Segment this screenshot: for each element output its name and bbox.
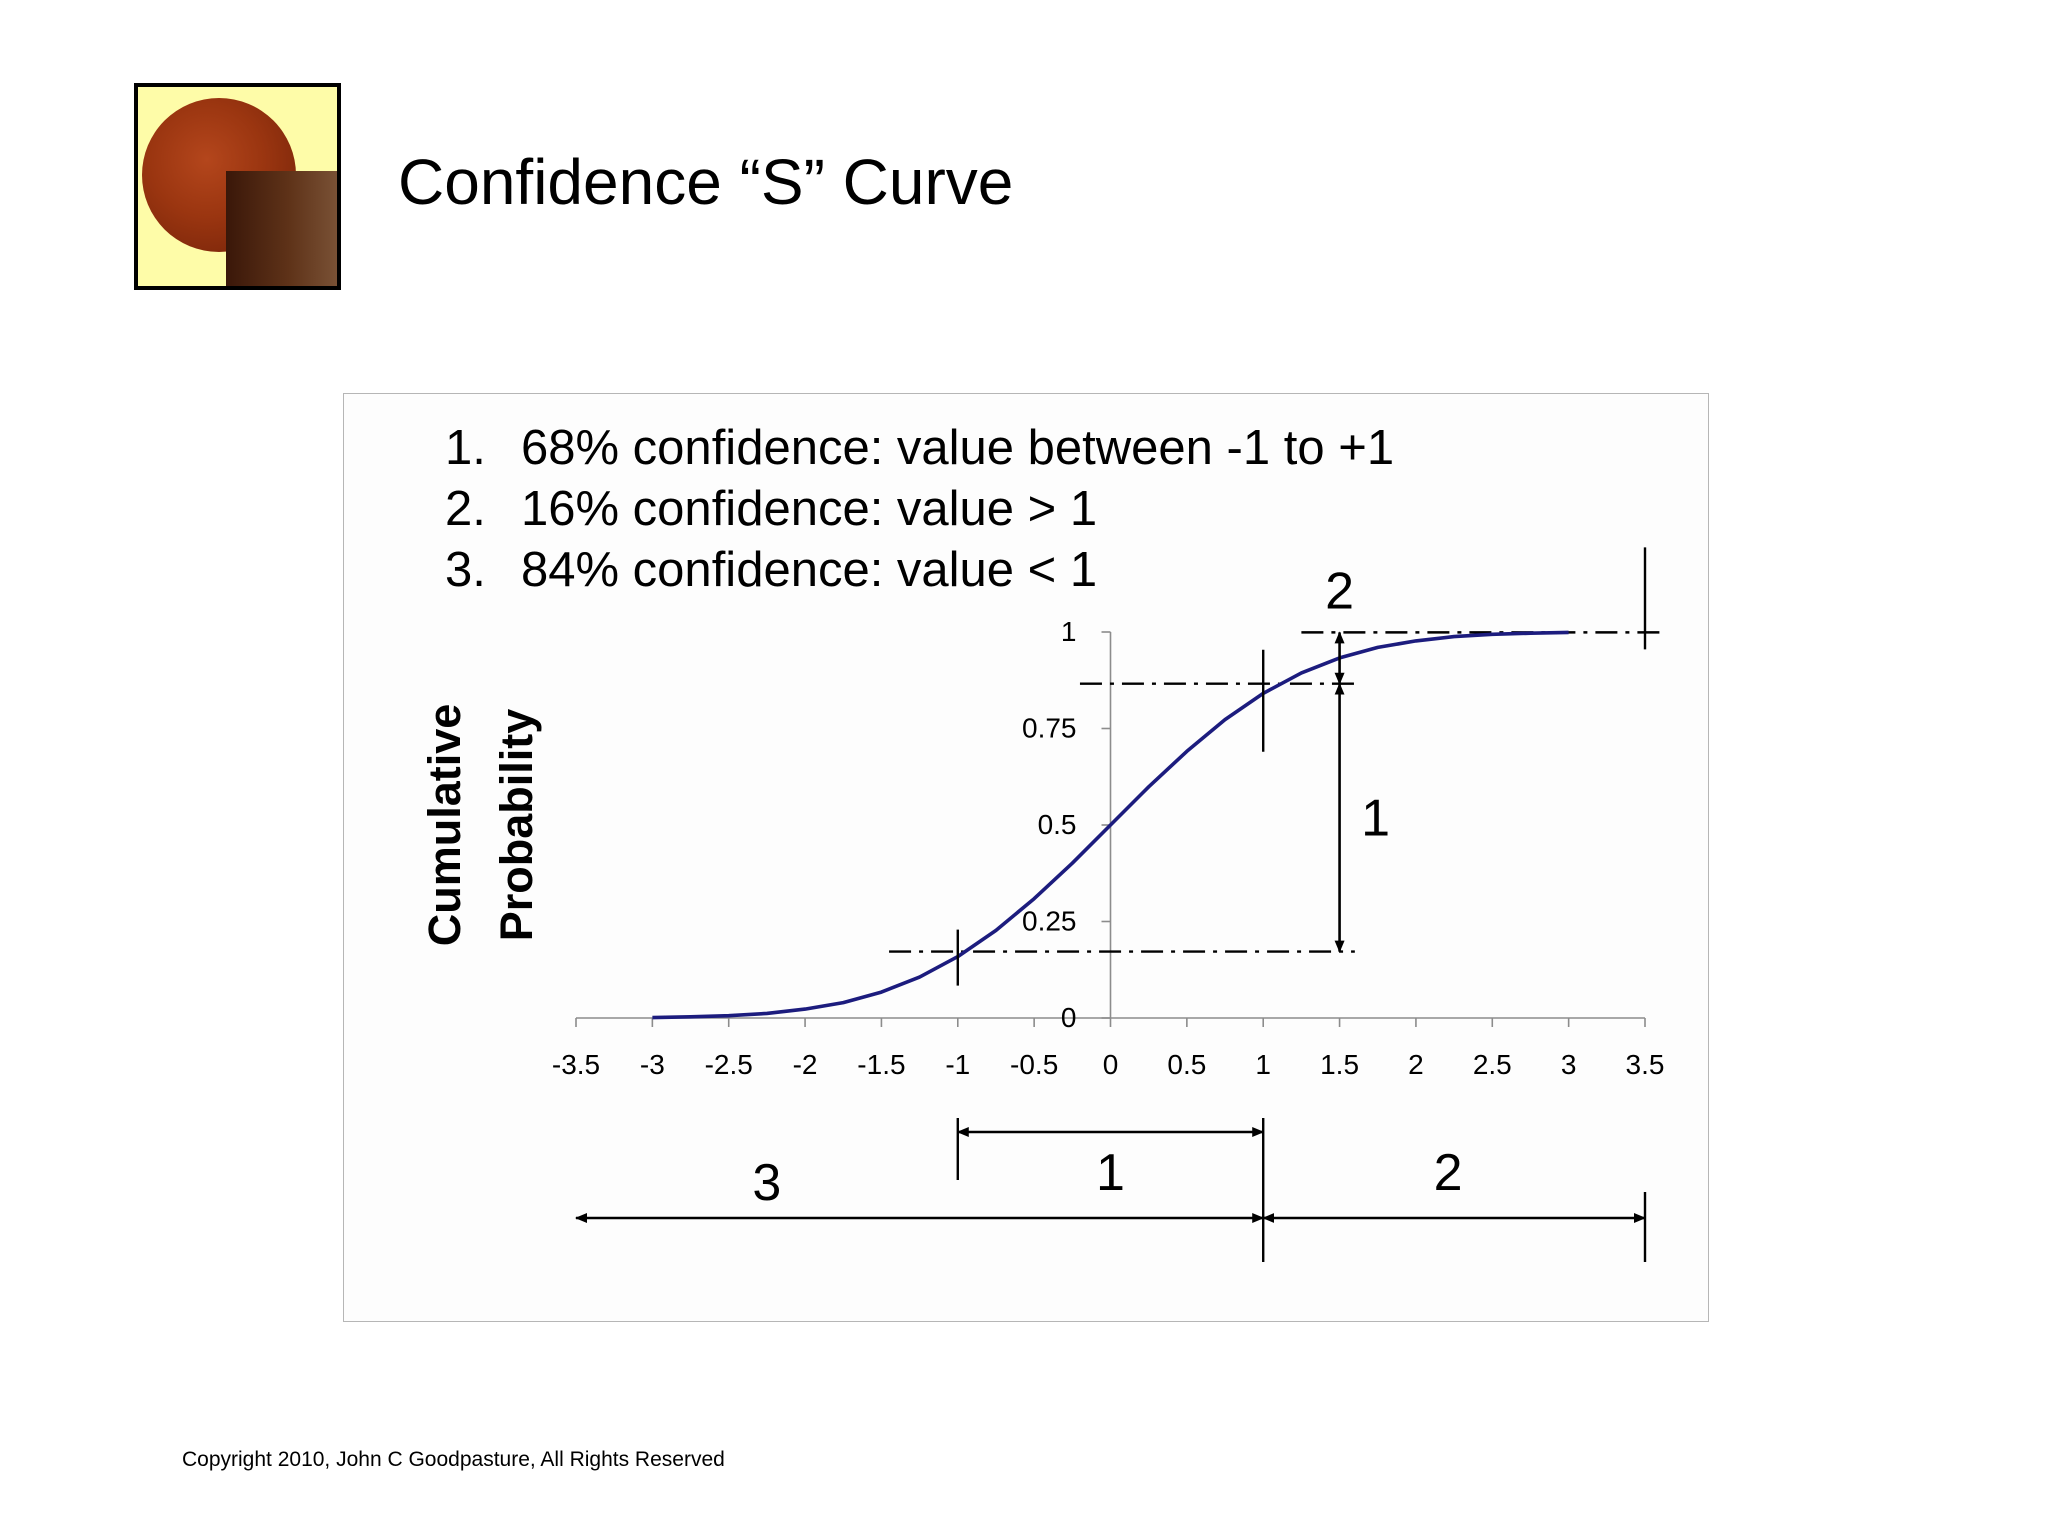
y-axis-title-line: Probability xyxy=(491,709,542,942)
curve-layer xyxy=(652,630,1569,1020)
x-tick-label: -2.5 xyxy=(705,1049,753,1080)
y-axis-title: Cumulative Probability xyxy=(419,704,542,947)
x-tick-label: 1 xyxy=(1255,1049,1271,1080)
note-number: 2. xyxy=(445,482,486,536)
span-label: 1 xyxy=(1361,790,1390,848)
x-tick-label: -3 xyxy=(640,1049,665,1080)
span-label: 1 xyxy=(1096,1144,1125,1202)
note-text: 84% confidence: value < 1 xyxy=(521,543,1098,597)
note-text: 68% confidence: value between -1 to +1 xyxy=(521,421,1395,475)
note-item: 3. 84% confidence: value < 1 xyxy=(445,540,1394,601)
y-axis-title-line: Cumulative xyxy=(419,704,470,947)
x-tick-label: 2.5 xyxy=(1473,1049,1512,1080)
slide-title: Confidence “S” Curve xyxy=(398,146,1014,218)
y-tick-label: 0.25 xyxy=(1022,906,1077,937)
note-number: 1. xyxy=(445,421,486,475)
y-tick-label: 0 xyxy=(1061,1002,1077,1033)
x-tick-label: -0.5 xyxy=(1010,1049,1058,1080)
x-tick-label: 0 xyxy=(1103,1049,1119,1080)
x-tick-label: 2 xyxy=(1408,1049,1424,1080)
axes: -3.5 -3 -2.5 -2 -1.5 -1 -0.5 0 0.5 1 1.5 2 2.5 3 3.500… xyxy=(419,616,1664,1080)
y-tick-label: 1 xyxy=(1061,616,1077,647)
x-tick-label: -3.5 xyxy=(552,1049,600,1080)
x-tick-label: 3.5 xyxy=(1626,1049,1665,1080)
span-label: 2 xyxy=(1434,1144,1463,1202)
annotations: 2 1 1 3 2 xyxy=(575,547,1647,1262)
y-tick-label: 0.75 xyxy=(1022,713,1077,744)
note-text: 16% confidence: value > 1 xyxy=(521,482,1098,536)
x-tick-label: -1.5 xyxy=(857,1049,905,1080)
cdf-curve xyxy=(652,630,1569,1020)
y-tick-label: 0.5 xyxy=(1038,809,1077,840)
x-tick-label: 0.5 xyxy=(1167,1049,1206,1080)
logo xyxy=(134,83,341,290)
note-number: 3. xyxy=(445,543,486,597)
x-tick-label: 3 xyxy=(1561,1049,1577,1080)
x-tick-label: 1.5 xyxy=(1320,1049,1359,1080)
reference-lines xyxy=(889,631,1661,953)
note-item: 1. 68% confidence: value between -1 to +… xyxy=(445,418,1394,479)
copyright-notice: Copyright 2010, John C Goodpasture, All … xyxy=(182,1448,725,1471)
x-tick-label: -2 xyxy=(793,1049,818,1080)
chart-panel xyxy=(343,393,1709,1322)
x-tick-label: -1 xyxy=(945,1049,970,1080)
logo-square xyxy=(226,171,337,286)
note-item: 2. 16% confidence: value > 1 xyxy=(445,479,1394,540)
notes-list: 1. 68% confidence: value between -1 to +… xyxy=(445,418,1394,601)
span-label: 2 xyxy=(1325,562,1354,620)
span-label: 3 xyxy=(752,1154,781,1212)
